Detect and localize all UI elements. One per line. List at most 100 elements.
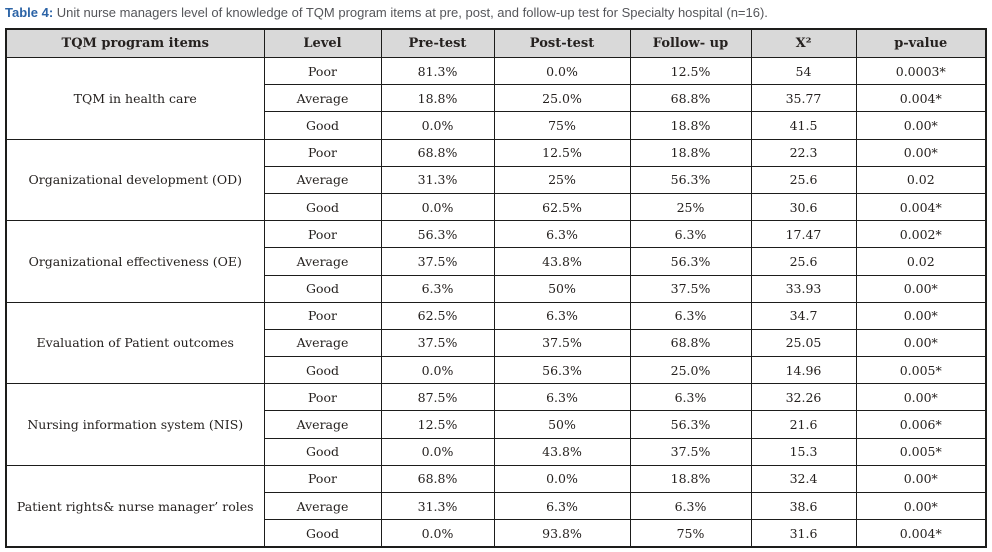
p-value-cell: 0.00* xyxy=(855,111,987,140)
chi-square-cell: 25.05 xyxy=(750,328,857,358)
chi-square-cell: 15.3 xyxy=(750,437,857,466)
table-caption-text: Unit nurse managers level of knowledge o… xyxy=(53,5,768,20)
follow-up-cell: 6.3% xyxy=(629,491,752,521)
table-row: Good 0.0% 93.8% 75% 31.6 0.004* xyxy=(6,519,987,548)
tqm-program-item-cell: Evaluation of Patient outcomes xyxy=(5,301,265,385)
level-cell: Poor xyxy=(263,138,382,167)
tqm-program-item-cell: Organizational effectiveness (OE) xyxy=(5,220,265,303)
p-value-cell: 0.00* xyxy=(855,491,987,521)
header-p-value: p-value xyxy=(855,28,987,58)
post-test-cell: 93.8% xyxy=(493,519,631,548)
header-row: TQM program items Level Pre-test Post-te… xyxy=(5,28,987,58)
p-value-cell: 0.00* xyxy=(855,138,987,167)
table-row: Nursing information system (NIS) Poor 87.5… xyxy=(5,383,987,466)
chi-square-cell: 31.6 xyxy=(750,519,857,548)
post-test-cell: 25.0% xyxy=(493,84,631,113)
follow-up-cell: 56.3% xyxy=(629,247,752,276)
chi-square-cell: 33.93 xyxy=(750,274,857,303)
post-test-cell: 6.3% xyxy=(493,220,631,249)
header-follow-up: Follow- up xyxy=(629,28,752,58)
pre-test-cell: 0.0% xyxy=(380,111,495,140)
chi-square-cell: 35.77 xyxy=(750,84,857,113)
follow-up-cell: 12.5% xyxy=(629,56,752,86)
pre-test-cell: 0.0% xyxy=(380,519,495,548)
chi-square-cell: 34.7 xyxy=(750,301,857,330)
header-level: Level xyxy=(263,28,382,58)
chi-square-cell: 21.6 xyxy=(750,410,857,439)
follow-up-cell: 37.5% xyxy=(629,437,752,466)
pre-test-cell: 0.0% xyxy=(380,192,495,222)
pre-test-cell: 0.0% xyxy=(380,437,495,466)
p-value-cell: 0.00* xyxy=(855,274,987,303)
post-test-cell: 6.3% xyxy=(493,491,631,521)
chi-square-cell: 14.96 xyxy=(750,356,857,385)
pre-test-cell: 12.5% xyxy=(380,410,495,439)
chi-square-cell: 22.3 xyxy=(750,138,857,167)
post-test-cell: 6.3% xyxy=(493,383,631,412)
header-chi-square: X² xyxy=(750,28,857,58)
pre-test-cell: 0.0% xyxy=(380,356,495,385)
post-test-cell: 56.3% xyxy=(493,356,631,385)
p-value-cell: 0.02 xyxy=(855,247,987,276)
table-header: TQM program items Level Pre-test Post-te… xyxy=(5,28,987,58)
pre-test-cell: 56.3% xyxy=(380,220,495,249)
p-value-cell: 0.004* xyxy=(855,84,987,113)
p-value-cell: 0.00* xyxy=(855,328,987,358)
table-row: Organizational development (OD) Poor 68.8%… xyxy=(5,138,987,222)
follow-up-cell: 56.3% xyxy=(629,165,752,194)
follow-up-cell: 6.3% xyxy=(629,301,752,330)
level-cell: Average xyxy=(263,165,382,194)
post-test-cell: 0.0% xyxy=(493,464,631,494)
table-row: Average 37.5% 43.8% 56.3% 25.6 0.02 xyxy=(6,247,987,276)
table-row: Good 0.0% 43.8% 37.5% 15.3 0.005* xyxy=(6,437,987,466)
follow-up-cell: 18.8% xyxy=(629,111,752,140)
level-cell: Good xyxy=(263,519,382,548)
table-body: TQM in health care Poor 81.3% 0.0% 12.5% 54 0.… xyxy=(5,56,987,548)
level-cell: Average xyxy=(263,410,382,439)
p-value-cell: 0.005* xyxy=(855,437,987,466)
pre-test-cell: 18.8% xyxy=(380,84,495,113)
follow-up-cell: 56.3% xyxy=(629,410,752,439)
p-value-cell: 0.006* xyxy=(855,410,987,439)
follow-up-cell: 18.8% xyxy=(629,138,752,167)
chi-square-cell: 25.6 xyxy=(750,165,857,194)
follow-up-cell: 25% xyxy=(629,192,752,222)
table-row: Average 31.3% 25% 56.3% 25.6 0.02 xyxy=(6,165,987,194)
p-value-cell: 0.004* xyxy=(855,519,987,548)
table-row: Average 31.3% 6.3% 6.3% 38.6 0.00* xyxy=(6,491,987,521)
level-cell: Poor xyxy=(263,383,382,412)
pre-test-cell: 37.5% xyxy=(380,247,495,276)
tqm-program-item-cell: Patient rights& nurse manager’ roles xyxy=(5,464,265,548)
chi-square-cell: 54 xyxy=(750,56,857,86)
header-pre-test: Pre-test xyxy=(380,28,495,58)
chi-square-cell: 38.6 xyxy=(750,491,857,521)
chi-square-cell: 32.26 xyxy=(750,383,857,412)
post-test-cell: 12.5% xyxy=(493,138,631,167)
table-caption-label: Table 4: xyxy=(5,5,54,20)
follow-up-cell: 68.8% xyxy=(629,84,752,113)
p-value-cell: 0.002* xyxy=(855,220,987,249)
post-test-cell: 62.5% xyxy=(493,192,631,222)
p-value-cell: 0.00* xyxy=(855,383,987,412)
level-cell: Poor xyxy=(263,56,382,86)
follow-up-cell: 37.5% xyxy=(629,274,752,303)
level-cell: Good xyxy=(263,437,382,466)
post-test-cell: 6.3% xyxy=(493,301,631,330)
table-row: Patient rights& nurse manager’ roles Poor… xyxy=(5,464,987,548)
pre-test-cell: 31.3% xyxy=(380,165,495,194)
post-test-cell: 43.8% xyxy=(493,247,631,276)
post-test-cell: 50% xyxy=(493,274,631,303)
chi-square-cell: 32.4 xyxy=(750,464,857,494)
pre-test-cell: 87.5% xyxy=(380,383,495,412)
level-cell: Poor xyxy=(263,220,382,249)
tqm-program-item-cell: Nursing information system (NIS) xyxy=(5,383,265,466)
p-value-cell: 0.02 xyxy=(855,165,987,194)
level-cell: Good xyxy=(263,192,382,222)
table-row: Organizational effectiveness (OE) Poor 56.… xyxy=(5,220,987,303)
post-test-cell: 50% xyxy=(493,410,631,439)
p-value-cell: 0.005* xyxy=(855,356,987,385)
level-cell: Poor xyxy=(263,464,382,494)
level-cell: Poor xyxy=(263,301,382,330)
pre-test-cell: 6.3% xyxy=(380,274,495,303)
follow-up-cell: 75% xyxy=(629,519,752,548)
